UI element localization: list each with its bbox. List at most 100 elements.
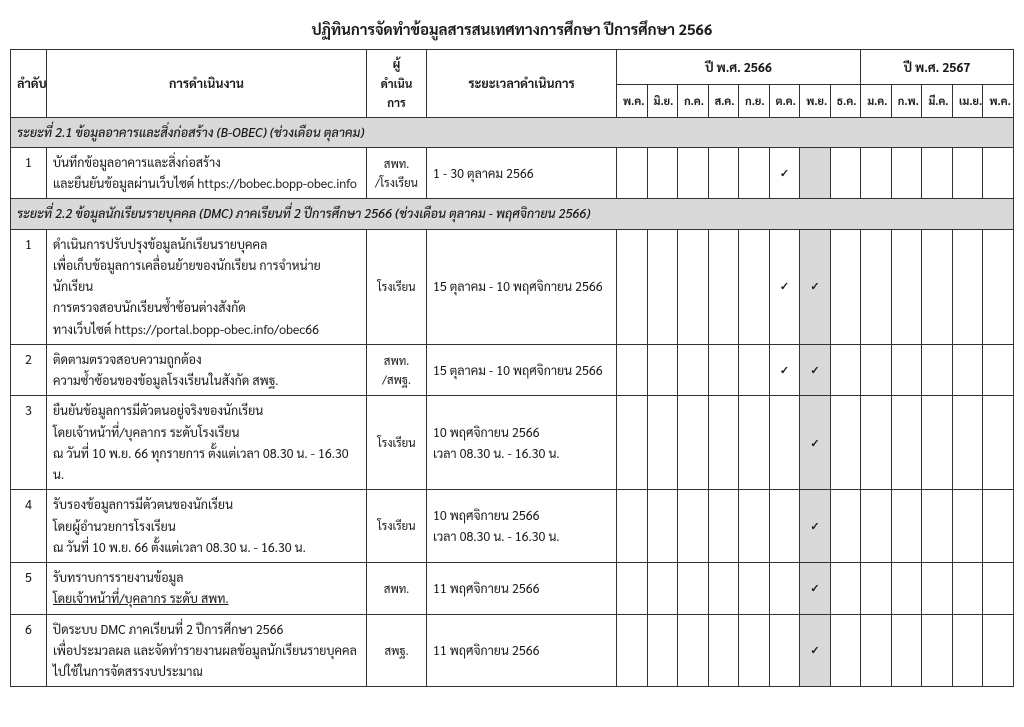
cell-month [708,147,739,199]
cell-month [647,147,678,199]
cell-month [922,229,953,344]
table-row: 1ดำเนินการปรับปรุงข้อมูลนักเรียนรายบุคคล… [11,229,1014,344]
cell-month [678,147,709,199]
cell-seq: 5 [11,563,47,615]
cell-month [617,490,648,563]
cell-seq: 1 [11,229,47,344]
cell-responsible: สพท. [367,563,427,615]
cell-month [617,344,648,396]
header-month: พ.ค. [617,85,648,117]
cell-month [830,396,861,490]
cell-month [922,344,953,396]
cell-month: ✓ [800,396,831,490]
cell-month [739,344,770,396]
cell-month [830,563,861,615]
cell-responsible: โรงเรียน [367,396,427,490]
header-responsible: ผู้ ดำเนินการ [367,50,427,118]
cell-month [739,614,770,687]
cell-month [678,614,709,687]
table-header: ลำดับ การดำเนินงาน ผู้ ดำเนินการ ระยะเวล… [11,50,1014,118]
cell-month [952,490,983,563]
cell-month [769,563,800,615]
cell-month [891,396,922,490]
header-month: พ.ย. [800,85,831,117]
cell-month [739,490,770,563]
cell-month [830,490,861,563]
cell-month [952,396,983,490]
cell-month [647,396,678,490]
schedule-table: ลำดับ การดำเนินงาน ผู้ ดำเนินการ ระยะเวล… [10,49,1014,687]
cell-seq: 4 [11,490,47,563]
cell-responsible: โรงเรียน [367,229,427,344]
check-icon: ✓ [810,278,819,293]
cell-seq: 2 [11,344,47,396]
cell-responsible: โรงเรียน [367,490,427,563]
check-icon: ✓ [780,278,789,293]
cell-month [983,147,1014,199]
cell-period: 15 ตุลาคม - 10 พฤศจิกายน 2566 [427,229,617,344]
check-icon: ✓ [810,580,819,595]
cell-month: ✓ [800,490,831,563]
header-month: ต.ค. [769,85,800,117]
cell-activity: บันทึกข้อมูลอาคารและสิ่งก่อสร้าง และยืนย… [47,147,367,199]
table-row: 1บันทึกข้อมูลอาคารและสิ่งก่อสร้าง และยืน… [11,147,1014,199]
cell-month [830,147,861,199]
header-month: ก.พ. [891,85,922,117]
cell-month [952,147,983,199]
cell-month [678,344,709,396]
check-icon: ✓ [810,362,819,377]
section-label: ระยะที่ 2.2 ข้อมูลนักเรียนรายบุคคล (DMC)… [11,199,1014,229]
section-row: ระยะที่ 2.1 ข้อมูลอาคารและสิ่งก่อสร้าง (… [11,117,1014,147]
cell-period: 1 - 30 ตุลาคม 2566 [427,147,617,199]
cell-month [891,563,922,615]
cell-seq: 1 [11,147,47,199]
table-row: 5รับทราบการรายงานข้อมูล โดยเจ้าหน้าที่/บ… [11,563,1014,615]
cell-month [861,344,892,396]
cell-month [769,490,800,563]
cell-month [922,563,953,615]
cell-seq: 6 [11,614,47,687]
cell-month [891,490,922,563]
cell-month [922,614,953,687]
section-row: ระยะที่ 2.2 ข้อมูลนักเรียนรายบุคคล (DMC)… [11,199,1014,229]
header-month: ก.ค. [678,85,709,117]
header-month: ม.ค. [861,85,892,117]
table-row: 4รับรองข้อมูลการมีตัวตนของนักเรียน โดยผู… [11,490,1014,563]
cell-month [952,614,983,687]
cell-month [708,396,739,490]
cell-month [983,490,1014,563]
cell-month [861,563,892,615]
cell-month [617,396,648,490]
cell-period: 10 พฤศจิกายน 2566 เวลา 08.30 น. - 16.30 … [427,396,617,490]
cell-month [647,614,678,687]
cell-month [861,229,892,344]
cell-month [769,614,800,687]
cell-month: ✓ [769,344,800,396]
check-icon: ✓ [780,362,789,377]
cell-activity: ดำเนินการปรับปรุงข้อมูลนักเรียนรายบุคคล … [47,229,367,344]
header-seq: ลำดับ [11,50,47,118]
cell-month [678,490,709,563]
header-month: มิ.ย. [647,85,678,117]
cell-month [891,147,922,199]
cell-month [678,563,709,615]
cell-activity: ยืนยันข้อมูลการมีตัวตนอยู่จริงของนักเรีย… [47,396,367,490]
cell-month [983,344,1014,396]
cell-month [891,344,922,396]
cell-month [739,563,770,615]
cell-month [769,396,800,490]
cell-month [922,396,953,490]
cell-responsible: สพฐ. [367,614,427,687]
cell-month [739,147,770,199]
cell-month [647,229,678,344]
cell-month [678,229,709,344]
cell-activity: ปิดระบบ DMC ภาคเรียนที่ 2 ปีการศึกษา 256… [47,614,367,687]
table-row: 3ยืนยันข้อมูลการมีตัวตนอยู่จริงของนักเรี… [11,396,1014,490]
cell-month [739,396,770,490]
header-month: เม.ย. [952,85,983,117]
cell-month: ✓ [800,344,831,396]
cell-month: ✓ [769,147,800,199]
cell-month [922,490,953,563]
cell-month: ✓ [800,229,831,344]
cell-month [617,147,648,199]
